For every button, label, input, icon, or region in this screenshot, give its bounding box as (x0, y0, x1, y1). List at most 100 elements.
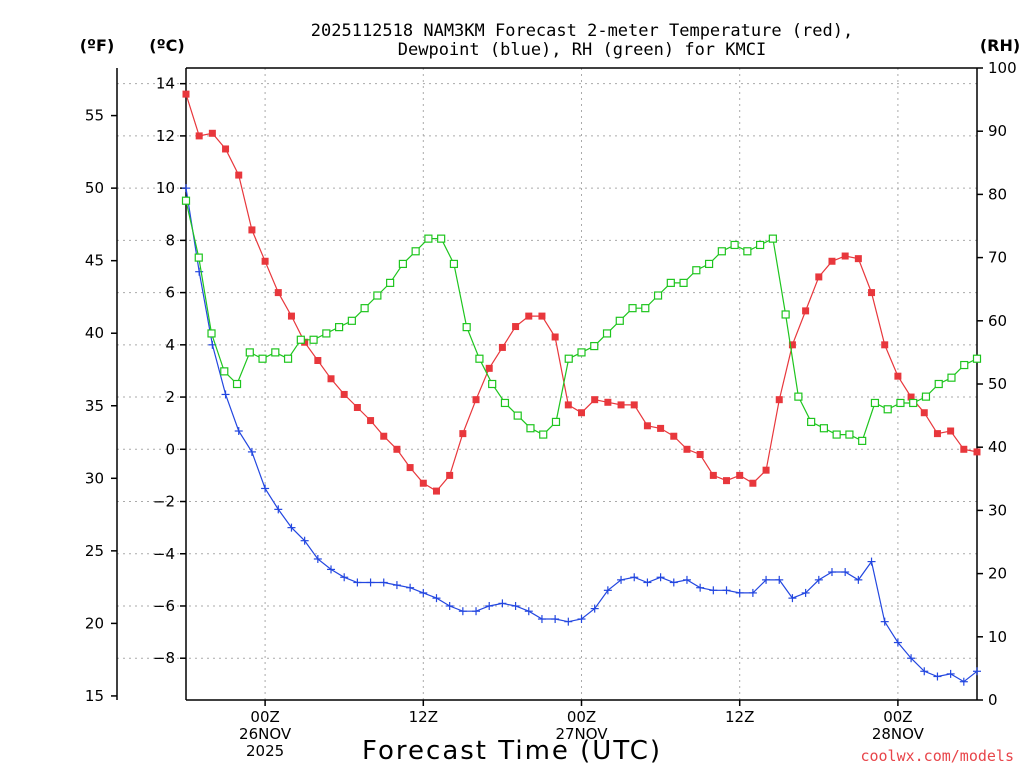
temperature-point (525, 312, 533, 320)
temperature-point (854, 255, 862, 263)
temperature-point (775, 396, 783, 404)
dewpoint-point (722, 586, 731, 595)
rh-tick-label: 0 (988, 691, 998, 709)
chart-title-line-2: Dewpoint (blue), RH (green) for KMCI (398, 40, 766, 60)
rh-point (781, 310, 790, 319)
dewpoint-point (551, 615, 560, 624)
rh-point (449, 259, 459, 269)
dewpoint-point (827, 568, 836, 577)
dewpoint-point (537, 615, 546, 624)
temperature-point (235, 171, 243, 179)
temperature-point (498, 343, 506, 351)
dewpoint-point (669, 578, 678, 587)
dewpoint-point (340, 573, 349, 582)
dewpoint-point (432, 594, 441, 603)
temperature-point (683, 445, 691, 453)
temperature-point (604, 398, 612, 406)
dewpoint-point (920, 667, 929, 676)
rh-point (296, 335, 305, 344)
dewpoint-point (643, 578, 652, 587)
temperature-point (432, 487, 440, 495)
dewpoint-point (959, 677, 968, 686)
temperature-point (419, 479, 427, 487)
fahrenheit-tick-label: 50 (85, 179, 104, 197)
rh-point (271, 348, 280, 357)
dewpoint-point (221, 390, 230, 399)
celsius-tick-label: 2 (165, 388, 175, 406)
rh-point (972, 354, 982, 363)
temperature-point (920, 409, 928, 417)
dewpoint-point (973, 667, 981, 676)
rh-point (679, 278, 688, 287)
dewpoint-point (300, 536, 309, 545)
temperature-point (459, 430, 467, 438)
rh-point (730, 240, 739, 250)
celsius-tick-label: 8 (165, 231, 175, 249)
rh-point (488, 379, 497, 389)
temperature-point (802, 307, 810, 315)
celsius-tick-label: 14 (156, 75, 175, 93)
source-credit: coolwx.com/models (860, 747, 1014, 765)
rh-point (564, 354, 573, 363)
rh-point (896, 398, 905, 408)
dewpoint-point (327, 565, 336, 574)
temperature-point (340, 390, 348, 398)
dewpoint-point (564, 617, 573, 626)
dewpoint-point (603, 586, 612, 595)
rh-point (602, 329, 612, 338)
dewpoint-point (472, 607, 481, 616)
temperature-point (670, 432, 678, 440)
rh-point (283, 354, 293, 363)
rh-point (653, 291, 663, 300)
fahrenheit-tick-label: 40 (85, 324, 104, 342)
rh-tick-label: 70 (988, 249, 1007, 267)
rh-unit-label: (RH) (980, 36, 1020, 55)
fahrenheit-tick-label: 20 (85, 614, 104, 632)
rh-point (475, 354, 484, 363)
fahrenheit-tick-label: 55 (85, 107, 104, 125)
rh-point (245, 348, 254, 357)
rh-tick-label: 20 (988, 565, 1007, 583)
dewpoint-point (682, 575, 691, 584)
rh-point (794, 392, 803, 401)
dewpoint-point (656, 573, 665, 582)
dewpoint-point (867, 557, 876, 566)
temperature-point (314, 356, 322, 364)
rh-point (947, 373, 956, 382)
fahrenheit-tick-label: 35 (85, 397, 104, 415)
temperature-point (538, 312, 546, 320)
dewpoint-point (841, 568, 850, 577)
dewpoint-point (195, 267, 204, 276)
rh-point (960, 360, 969, 370)
rh-point (845, 430, 854, 439)
rh-point (551, 417, 561, 427)
rh-point (628, 304, 637, 313)
celsius-tick-label: 4 (165, 336, 175, 354)
celsius-tick-label: 12 (156, 127, 175, 145)
temperature-point (380, 432, 388, 440)
time-tick-label: 28NOV (872, 725, 925, 743)
rh-point (819, 424, 829, 433)
dewpoint-point (261, 484, 270, 493)
series-rh (181, 196, 982, 445)
temperature-point (907, 393, 915, 401)
rh-point (411, 247, 420, 256)
celsius-tick-label: −4 (153, 545, 175, 563)
dewpoint-point (287, 523, 296, 532)
dewpoint-point (617, 575, 626, 584)
rh-point (220, 367, 229, 376)
celsius-tick-label: 10 (156, 179, 175, 197)
rh-point (807, 417, 816, 427)
dewpoint-point (485, 601, 494, 610)
temperature-point (762, 466, 770, 474)
time-tick-label: 00Z (883, 708, 912, 726)
dewpoint-point (577, 615, 586, 624)
temperature-point (881, 341, 889, 349)
temperature-point (182, 90, 190, 98)
rh-point (334, 323, 344, 332)
rh-point (909, 398, 918, 408)
rh-point (360, 304, 369, 313)
rh-point (577, 348, 586, 357)
dewpoint-point (234, 427, 243, 436)
rh-point (666, 278, 675, 287)
